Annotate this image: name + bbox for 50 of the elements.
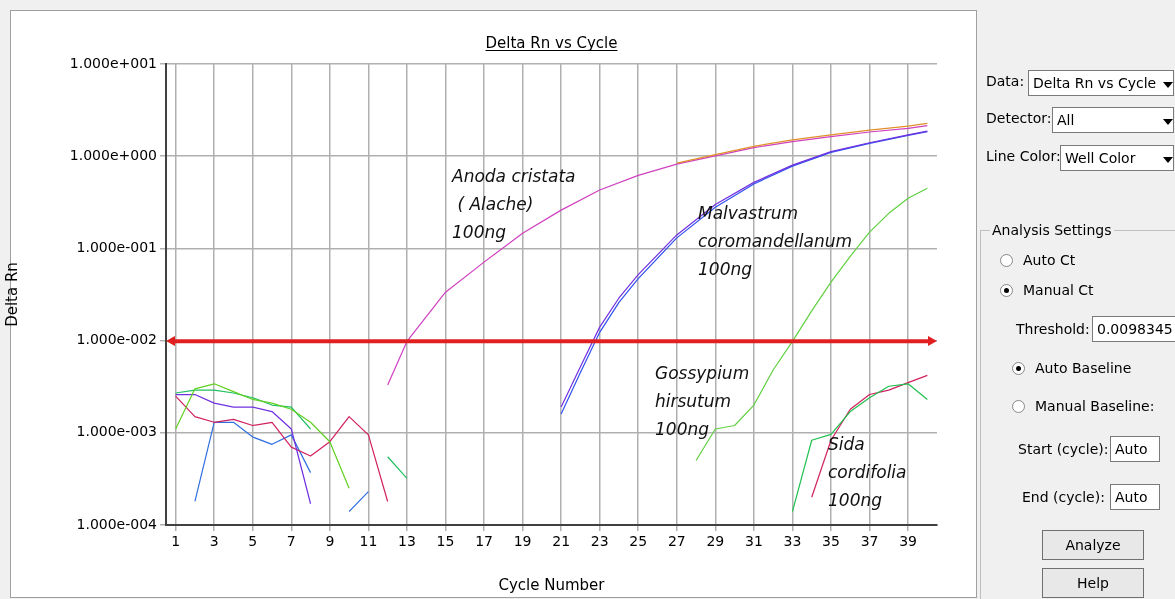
x-tick-label: 17: [475, 533, 493, 550]
x-tick-label: 39: [899, 533, 917, 550]
x-tick-label: 11: [359, 533, 378, 550]
x-tick-label: 33: [783, 533, 802, 550]
x-tick-label: 5: [248, 533, 258, 550]
text: Analyze: [1042, 530, 1144, 560]
text: Analysis Settings: [990, 222, 1114, 238]
text: Delta Rn vs Cycle: [1028, 70, 1174, 96]
x-tick-label: 19: [513, 533, 532, 550]
x-tick-label: 35: [822, 533, 840, 550]
text: All: [1052, 107, 1174, 133]
annotation: Anoda cristata ( Alache) 100ng: [451, 166, 576, 242]
text: Start (cycle):: [1018, 441, 1109, 457]
annotation: Gossypium hirsutum 100ng: [655, 363, 750, 439]
text: Detector:: [986, 110, 1052, 126]
x-tick-label: 31: [744, 533, 763, 550]
text: Well Color: [1060, 145, 1174, 171]
x-tick-label: 1: [171, 533, 181, 550]
text: Threshold:: [1016, 321, 1090, 337]
text: Data:: [986, 73, 1025, 89]
x-tick-label: 25: [629, 533, 648, 550]
x-tick-label: 9: [325, 533, 335, 550]
y-axis-title: Delta Rn: [2, 262, 21, 327]
text: Manual Baseline:: [1035, 398, 1155, 414]
text: Help: [1042, 568, 1144, 598]
text: Manual Ct: [1023, 282, 1094, 298]
text: Auto Ct: [1023, 252, 1076, 268]
x-tick-label: 27: [667, 533, 686, 550]
y-tick-label: 1.000e-003: [76, 423, 157, 440]
text: Auto: [1110, 484, 1160, 510]
x-tick-label: 29: [706, 533, 725, 550]
x-tick-label: 37: [860, 533, 879, 550]
x-axis-title: Cycle Number: [498, 575, 606, 594]
y-tick-label: 1.000e+000: [69, 146, 157, 163]
y-tick-label: 1.000e-001: [76, 239, 157, 256]
text: Auto: [1110, 436, 1160, 462]
y-tick-label: 1.000e+001: [69, 54, 157, 71]
text: End (cycle):: [1022, 489, 1105, 505]
chart-title: Delta Rn vs Cycle: [485, 34, 618, 52]
text: Auto Baseline: [1035, 360, 1132, 376]
x-tick-label: 3: [209, 533, 219, 550]
x-tick-label: 13: [398, 533, 416, 550]
text: 0.0098345: [1092, 316, 1175, 342]
x-tick-label: 21: [552, 533, 571, 550]
y-tick-label: 1.000e-002: [76, 331, 157, 348]
x-tick-label: 7: [286, 533, 296, 550]
x-tick-label: 15: [436, 533, 455, 550]
x-tick-label: 23: [590, 533, 609, 550]
text: Line Color:: [986, 148, 1061, 164]
y-tick-label: 1.000e-004: [76, 515, 158, 532]
